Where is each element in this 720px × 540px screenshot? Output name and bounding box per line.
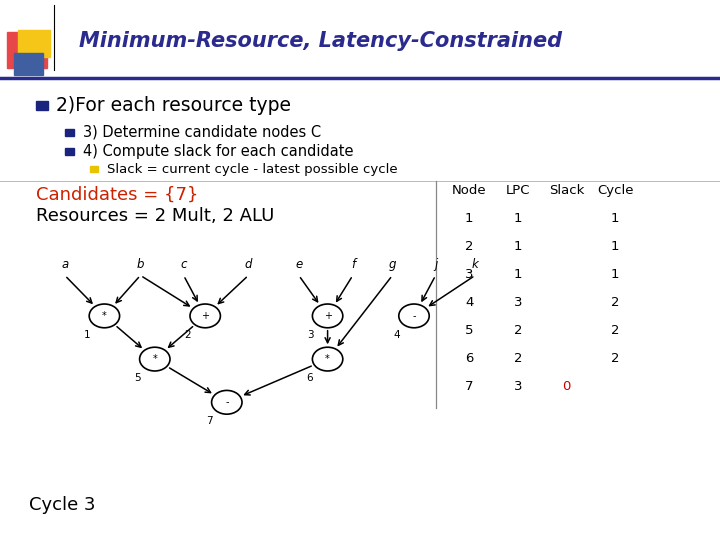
Text: 1: 1	[611, 240, 619, 253]
Text: 3: 3	[514, 296, 522, 309]
Text: 4: 4	[393, 329, 400, 340]
Ellipse shape	[140, 347, 170, 371]
Text: 5: 5	[134, 373, 140, 383]
Text: -: -	[225, 397, 228, 407]
Text: *: *	[153, 354, 157, 364]
Text: -: -	[413, 311, 415, 321]
Text: Slack: Slack	[549, 184, 585, 197]
Ellipse shape	[399, 304, 429, 328]
Text: 1: 1	[465, 212, 473, 225]
Ellipse shape	[312, 304, 343, 328]
Text: 1: 1	[611, 268, 619, 281]
Text: 7: 7	[206, 416, 212, 426]
Text: 1: 1	[514, 268, 522, 281]
Ellipse shape	[89, 304, 120, 328]
Text: a: a	[61, 258, 68, 271]
Text: +: +	[201, 311, 210, 321]
Ellipse shape	[190, 304, 220, 328]
Text: 2: 2	[514, 324, 522, 337]
Bar	[90, 166, 98, 172]
Text: 1: 1	[514, 240, 522, 253]
Text: 4) Compute slack for each candidate: 4) Compute slack for each candidate	[83, 144, 354, 159]
Text: 3) Determine candidate nodes C: 3) Determine candidate nodes C	[83, 125, 321, 140]
Text: 1: 1	[514, 212, 522, 225]
Text: 2: 2	[611, 324, 619, 337]
Text: 3: 3	[465, 268, 473, 281]
Bar	[18, 30, 50, 57]
Text: k: k	[472, 258, 479, 271]
Text: Slack = current cycle - latest possible cycle: Slack = current cycle - latest possible …	[107, 163, 397, 176]
Text: e: e	[295, 258, 302, 271]
Ellipse shape	[312, 347, 343, 371]
Text: 2: 2	[465, 240, 473, 253]
Text: Node: Node	[451, 184, 487, 197]
Bar	[14, 53, 43, 75]
Text: 2: 2	[611, 352, 619, 365]
Text: 2: 2	[184, 329, 191, 340]
Bar	[7, 32, 47, 68]
Text: 3: 3	[307, 329, 313, 340]
Text: 3: 3	[514, 380, 522, 393]
Bar	[36, 100, 48, 110]
Text: g: g	[389, 258, 396, 271]
Text: b: b	[137, 258, 144, 271]
Text: LPC: LPC	[505, 184, 531, 197]
Text: 2)For each resource type: 2)For each resource type	[56, 96, 291, 115]
Bar	[65, 147, 74, 154]
Ellipse shape	[212, 390, 242, 414]
Text: 6: 6	[307, 373, 313, 383]
Text: d: d	[245, 258, 252, 271]
Text: 1: 1	[611, 212, 619, 225]
Text: *: *	[325, 354, 330, 364]
Text: +: +	[323, 311, 332, 321]
Text: *: *	[102, 311, 107, 321]
Text: 1: 1	[84, 329, 90, 340]
Text: j: j	[434, 258, 437, 271]
Text: 7: 7	[465, 380, 473, 393]
Text: Minimum-Resource, Latency-Constrained: Minimum-Resource, Latency-Constrained	[79, 31, 562, 51]
Bar	[65, 129, 74, 136]
Text: Resources = 2 Mult, 2 ALU: Resources = 2 Mult, 2 ALU	[36, 207, 274, 225]
Text: Cycle: Cycle	[597, 184, 634, 197]
Text: 4: 4	[465, 296, 473, 309]
Text: c: c	[180, 258, 187, 271]
Text: Candidates = {7}: Candidates = {7}	[36, 185, 199, 204]
Text: 6: 6	[465, 352, 473, 365]
Text: 5: 5	[465, 324, 473, 337]
Text: 2: 2	[611, 296, 619, 309]
Text: f: f	[351, 258, 355, 271]
Text: Cycle 3: Cycle 3	[29, 496, 95, 514]
Text: 0: 0	[562, 380, 571, 393]
Text: 2: 2	[514, 352, 522, 365]
